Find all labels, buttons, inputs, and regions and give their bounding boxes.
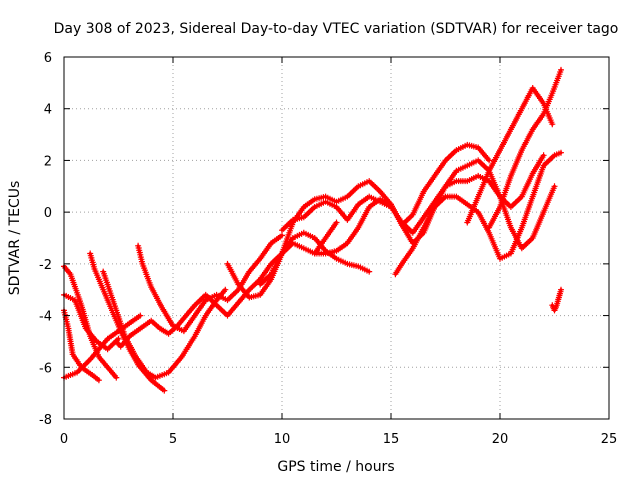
x-tick-label: 10: [274, 432, 291, 447]
x-tick-label: 25: [601, 432, 618, 447]
y-tick-label: -2: [39, 258, 52, 273]
series-markers: [257, 229, 373, 288]
x-tick-label: 0: [60, 432, 68, 447]
series-sat-track-13: [392, 149, 564, 278]
series-sat-track-8: [135, 232, 285, 335]
series-markers: [392, 149, 564, 278]
y-tick-label: -6: [39, 361, 52, 376]
plot-frame: [63, 56, 610, 420]
series-markers: [135, 232, 285, 335]
series-sat-track-10: [257, 229, 373, 288]
x-tick-label: 20: [492, 432, 509, 447]
axis-ticks: 0 5 10 15 20 25 -8 -6 -4 -2 0 2 4 6: [39, 51, 617, 447]
series-sat-track-6: [100, 268, 229, 381]
y-tick-label: 0: [44, 206, 52, 221]
y-tick-label: -4: [39, 310, 52, 325]
series-sat-track-15: [486, 66, 564, 231]
series-markers: [549, 286, 564, 314]
x-tick-label: 5: [169, 432, 177, 447]
y-tick-label: 2: [44, 154, 52, 169]
y-tick-label: -8: [39, 413, 52, 428]
chart-title: Day 308 of 2023, Sidereal Day-to-day VTE…: [54, 21, 619, 37]
x-axis-label: GPS time / hours: [277, 459, 394, 475]
x-tick-label: 15: [383, 432, 400, 447]
series-markers: [486, 66, 564, 231]
series-sat-track-16: [549, 286, 564, 314]
y-tick-label: 6: [44, 51, 52, 66]
series-markers: [100, 268, 229, 381]
series-sat-track-9: [224, 141, 493, 301]
y-tick-label: 4: [44, 103, 52, 118]
data-series: [61, 66, 564, 394]
y-axis-label: SDTVAR / TECUs: [7, 181, 23, 296]
